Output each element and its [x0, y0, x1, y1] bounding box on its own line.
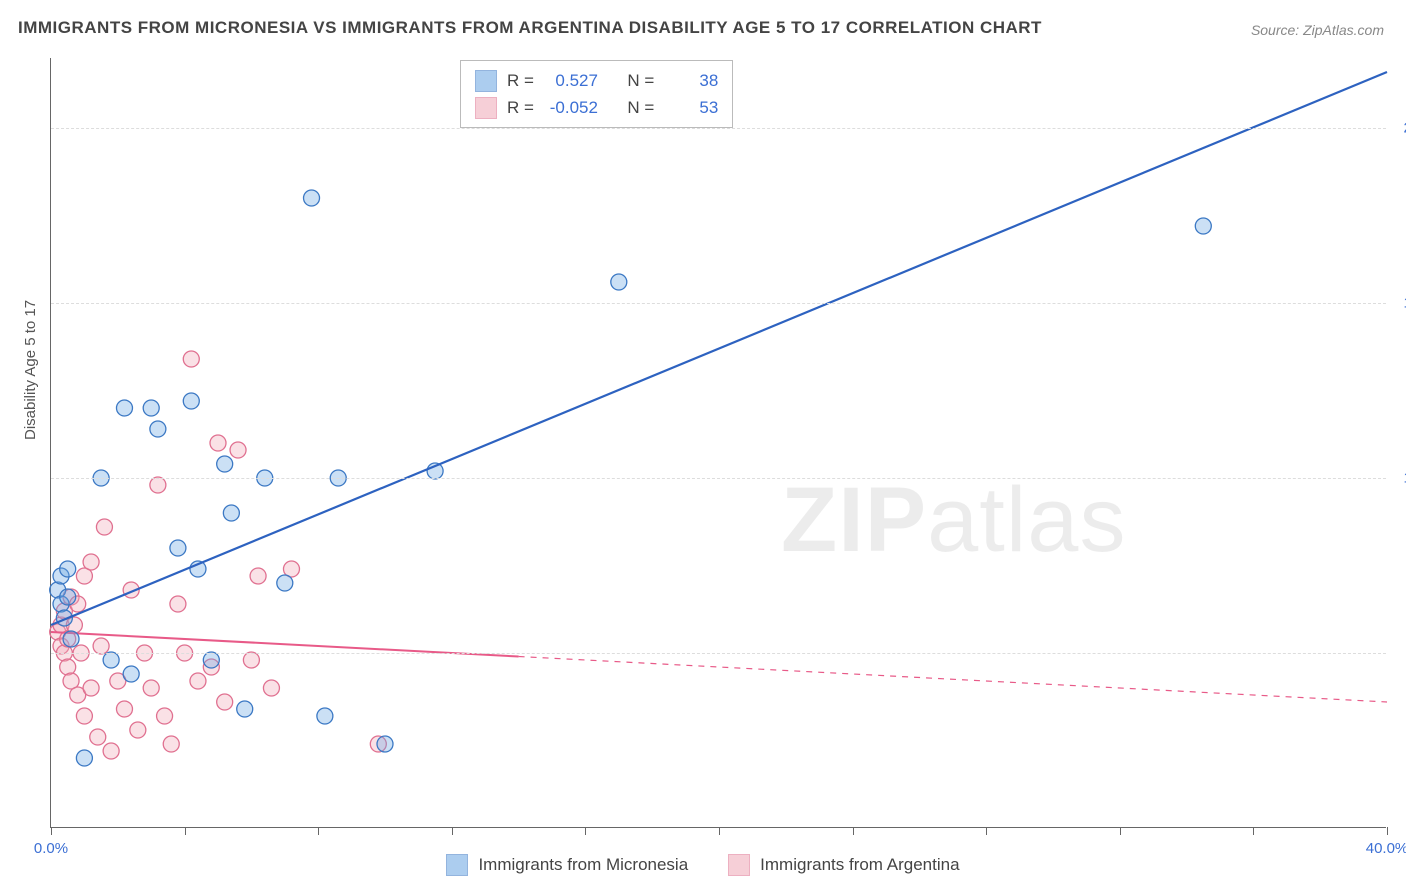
data-point-micronesia [76, 750, 92, 766]
data-point-micronesia [237, 701, 253, 717]
data-point-argentina [170, 596, 186, 612]
x-tick [318, 827, 319, 835]
data-point-micronesia [60, 561, 76, 577]
regression-line-micronesia [51, 72, 1387, 625]
data-point-argentina [60, 659, 76, 675]
r-value-micronesia: 0.527 [544, 67, 598, 94]
legend-label-micronesia: Immigrants from Micronesia [478, 855, 688, 875]
data-point-micronesia [60, 589, 76, 605]
data-point-argentina [157, 708, 173, 724]
data-point-micronesia [150, 421, 166, 437]
data-point-micronesia [317, 708, 333, 724]
plot-area: ZIPatlas 5.0%10.0%15.0%20.0%0.0%40.0% [50, 58, 1386, 828]
data-point-micronesia [116, 400, 132, 416]
stats-row-micronesia: R = 0.527 N = 38 [475, 67, 718, 94]
data-point-micronesia [304, 190, 320, 206]
swatch-micronesia [475, 70, 497, 92]
data-point-argentina [243, 652, 259, 668]
chart-title: IMMIGRANTS FROM MICRONESIA VS IMMIGRANTS… [18, 18, 1042, 38]
data-point-argentina [210, 435, 226, 451]
source-label: Source: ZipAtlas.com [1251, 22, 1384, 38]
data-point-micronesia [1195, 218, 1211, 234]
data-point-argentina [217, 694, 233, 710]
data-point-micronesia [377, 736, 393, 752]
data-point-argentina [90, 729, 106, 745]
data-point-argentina [83, 554, 99, 570]
x-tick [719, 827, 720, 835]
stats-row-argentina: R = -0.052 N = 53 [475, 94, 718, 121]
x-tick [1120, 827, 1121, 835]
data-point-argentina [190, 673, 206, 689]
data-point-argentina [163, 736, 179, 752]
chart-svg [51, 58, 1386, 827]
data-point-micronesia [217, 456, 233, 472]
data-point-micronesia [183, 393, 199, 409]
x-tick [1387, 827, 1388, 835]
data-point-argentina [96, 519, 112, 535]
gridline [51, 478, 1386, 479]
data-point-argentina [143, 680, 159, 696]
data-point-argentina [250, 568, 266, 584]
data-point-micronesia [123, 666, 139, 682]
data-point-micronesia [170, 540, 186, 556]
data-point-argentina [263, 680, 279, 696]
x-tick [853, 827, 854, 835]
legend-item-micronesia: Immigrants from Micronesia [446, 854, 688, 876]
data-point-argentina [76, 708, 92, 724]
x-tick [51, 827, 52, 835]
y-axis-title: Disability Age 5 to 17 [22, 300, 39, 440]
r-value-argentina: -0.052 [544, 94, 598, 121]
regression-line-dashed-argentina [519, 657, 1387, 703]
data-point-micronesia [277, 575, 293, 591]
x-tick [185, 827, 186, 835]
data-point-argentina [230, 442, 246, 458]
n-value-micronesia: 38 [664, 67, 718, 94]
data-point-argentina [83, 680, 99, 696]
data-point-argentina [93, 638, 109, 654]
data-point-micronesia [103, 652, 119, 668]
n-label: N = [627, 67, 654, 94]
data-point-argentina [150, 477, 166, 493]
legend-label-argentina: Immigrants from Argentina [760, 855, 959, 875]
legend-swatch-argentina [728, 854, 750, 876]
legend-item-argentina: Immigrants from Argentina [728, 854, 959, 876]
data-point-argentina [116, 701, 132, 717]
legend-swatch-micronesia [446, 854, 468, 876]
r-label: R = [507, 67, 534, 94]
swatch-argentina [475, 97, 497, 119]
data-point-argentina [130, 722, 146, 738]
data-point-micronesia [63, 631, 79, 647]
data-point-micronesia [223, 505, 239, 521]
gridline [51, 303, 1386, 304]
x-tick [585, 827, 586, 835]
data-point-argentina [183, 351, 199, 367]
n-value-argentina: 53 [664, 94, 718, 121]
bottom-legend: Immigrants from Micronesia Immigrants fr… [0, 854, 1406, 876]
x-tick [986, 827, 987, 835]
data-point-micronesia [203, 652, 219, 668]
data-point-micronesia [611, 274, 627, 290]
gridline [51, 653, 1386, 654]
data-point-argentina [103, 743, 119, 759]
x-tick [1253, 827, 1254, 835]
data-point-micronesia [143, 400, 159, 416]
n-label: N = [627, 94, 654, 121]
r-label: R = [507, 94, 534, 121]
x-tick [452, 827, 453, 835]
correlation-stats-box: R = 0.527 N = 38 R = -0.052 N = 53 [460, 60, 733, 128]
